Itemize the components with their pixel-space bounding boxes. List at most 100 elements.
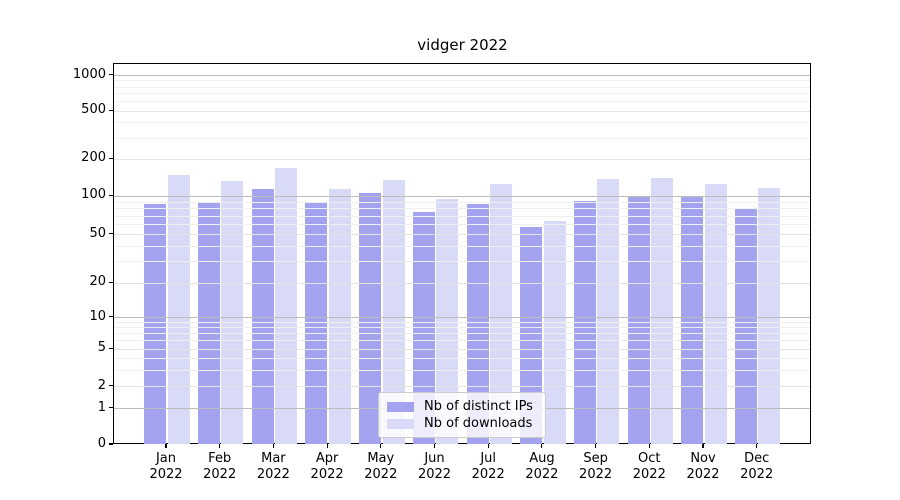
gridline-8: [114, 327, 810, 329]
legend-label: Nb of distinct IPs: [424, 399, 533, 414]
bar-distinct-ips-nov: [681, 196, 704, 444]
gridline-2: [114, 386, 810, 388]
x-tick-label-apr: Apr 2022: [310, 451, 344, 482]
bar-downloads-mar: [275, 167, 298, 444]
x-tick-label-jun: Jun 2022: [417, 451, 452, 482]
x-tick-mark-jan: [165, 444, 167, 448]
legend: Nb of distinct IPs Nb of downloads: [378, 392, 546, 438]
y-tick-mark-5: [109, 347, 113, 349]
legend-swatch-icon: [387, 418, 414, 429]
x-tick-mark-apr: [326, 444, 328, 448]
x-tick-label-sep: Sep 2022: [579, 451, 613, 482]
x-tick-label-dec: Dec 2022: [740, 451, 774, 482]
x-tick-label-jan: Jan 2022: [149, 451, 183, 482]
gridline-7: [114, 333, 810, 335]
bar-distinct-ips-dec: [735, 207, 757, 444]
x-tick-label-feb: Feb 2022: [203, 451, 237, 482]
gridline-700: [114, 93, 810, 95]
gridline-90: [114, 201, 810, 203]
chart-title: vidger 2022: [417, 36, 508, 54]
gridline-600: [114, 101, 810, 103]
y-tick-mark-10: [109, 316, 113, 318]
bar-downloads-nov: [704, 183, 727, 444]
gridline-60: [114, 224, 810, 226]
gridline-70: [114, 215, 810, 217]
y-tick-label-500: 500: [81, 102, 106, 118]
y-tick-mark-0: [109, 443, 113, 445]
y-tick-label-1: 1: [97, 399, 106, 415]
bar-downloads-aug: [543, 221, 566, 444]
gridline-6: [114, 340, 810, 342]
y-tick-label-200: 200: [81, 150, 106, 166]
gridline-100: [114, 195, 810, 197]
gridline-200: [114, 158, 810, 160]
gridline-30: [114, 261, 810, 263]
bar-distinct-ips-aug: [520, 227, 543, 444]
y-tick-mark-2: [109, 385, 113, 387]
gridline-40: [114, 246, 810, 248]
x-tick-label-mar: Mar 2022: [256, 451, 290, 482]
bar-downloads-jun: [436, 199, 459, 444]
bar-distinct-ips-oct: [627, 197, 650, 444]
bar-distinct-ips-jan: [144, 204, 167, 444]
gridline-500: [114, 110, 810, 112]
x-tick-label-may: May 2022: [364, 451, 398, 482]
bar-downloads-jan: [167, 174, 190, 444]
bar-distinct-ips-may: [359, 193, 382, 444]
y-tick-label-1000: 1000: [72, 66, 106, 82]
x-tick-label-nov: Nov 2022: [686, 451, 720, 482]
gridline-5: [114, 348, 810, 350]
legend-swatch-icon: [387, 401, 414, 412]
y-tick-mark-20: [109, 281, 113, 283]
bar-distinct-ips-apr: [305, 203, 328, 444]
bar-distinct-ips-feb: [198, 202, 220, 444]
y-tick-label-10: 10: [89, 308, 106, 324]
y-tick-label-5: 5: [97, 340, 106, 356]
y-tick-mark-500: [109, 109, 113, 111]
y-tick-label-2: 2: [97, 377, 106, 393]
x-tick-mark-sep: [595, 444, 597, 448]
plot-area: Nb of distinct IPs Nb of downloads: [113, 63, 811, 444]
gridline-800: [114, 86, 810, 88]
legend-row-distinct-ips: Nb of distinct IPs: [387, 399, 537, 414]
y-tick-mark-1000: [109, 73, 113, 76]
legend-row-downloads: Nb of downloads: [387, 416, 537, 431]
gridline-900: [114, 80, 810, 82]
bar-downloads-apr: [328, 188, 351, 444]
gridline-300: [114, 137, 810, 139]
x-tick-mark-dec: [756, 444, 758, 448]
gridline-400: [114, 122, 810, 124]
gridline-1000: [114, 75, 810, 76]
gridline-3: [114, 369, 810, 371]
y-tick-label-0: 0: [97, 436, 106, 451]
x-tick-mark-feb: [219, 444, 221, 448]
bar-downloads-jul: [489, 184, 512, 444]
gridline-20: [114, 282, 810, 284]
x-tick-mark-jul: [487, 444, 489, 448]
x-tick-mark-jun: [433, 444, 436, 448]
y-tick-mark-200: [109, 157, 113, 159]
x-tick-mark-aug: [541, 444, 543, 448]
x-tick-mark-mar: [272, 444, 274, 448]
x-tick-mark-nov: [702, 444, 704, 448]
bar-distinct-ips-mar: [251, 189, 274, 444]
y-tick-mark-1: [109, 407, 113, 409]
gridline-10: [114, 317, 810, 319]
legend-label: Nb of downloads: [424, 416, 533, 431]
bar-distinct-ips-jul: [466, 204, 489, 444]
y-tick-mark-50: [109, 233, 113, 235]
gridline-4: [114, 357, 810, 359]
bar-downloads-sep: [597, 178, 620, 444]
y-tick-label-100: 100: [81, 187, 106, 203]
x-tick-mark-oct: [648, 444, 650, 448]
bar-downloads-feb: [221, 181, 244, 444]
bar-downloads-dec: [758, 187, 781, 444]
gridline-9: [114, 322, 810, 323]
gridline-50: [114, 234, 810, 236]
y-tick-mark-100: [109, 194, 113, 196]
x-tick-mark-may: [380, 444, 382, 448]
gridline-80: [114, 208, 810, 210]
x-tick-label-jul: Jul 2022: [471, 451, 505, 482]
bar-downloads-oct: [651, 177, 673, 444]
